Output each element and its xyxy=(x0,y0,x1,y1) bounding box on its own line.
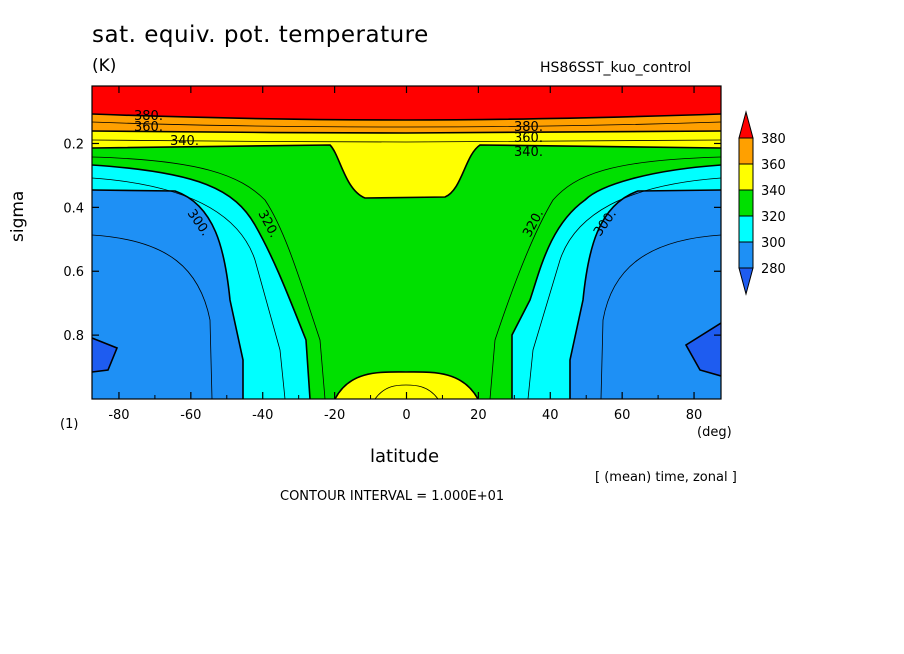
contour-label: 340. xyxy=(514,145,543,160)
colorbar-level-label: 340 xyxy=(761,184,786,199)
x-tick-label: 80 xyxy=(686,408,703,423)
colorbar-segment xyxy=(738,215,754,243)
contour-line-320-right xyxy=(511,164,721,399)
colorbar-extend-bottom xyxy=(738,267,754,296)
x-tick-label: 40 xyxy=(542,408,559,423)
contour-line-280-right xyxy=(684,322,721,377)
fill-340-360-bottom xyxy=(335,371,478,399)
mean-note: [ (mean) time, zonal ] xyxy=(595,470,737,485)
x-tick-label: -20 xyxy=(324,408,345,423)
scale-note: (1) xyxy=(60,417,79,432)
contour-line-380 xyxy=(92,113,721,121)
chart-units: (K) xyxy=(92,56,117,76)
colorbar-extend-top xyxy=(738,110,754,139)
contour-line-300-left xyxy=(92,189,244,399)
y-tick-label: 0.2 xyxy=(63,137,84,152)
contour-lines xyxy=(92,113,721,399)
contour-label: 360. xyxy=(134,120,163,135)
contour-line-290-right xyxy=(600,234,721,399)
run-name: HS86SST_kuo_control xyxy=(540,60,692,76)
x-tick-label: 20 xyxy=(470,408,487,423)
contour-line-310-left xyxy=(92,177,286,399)
contour-line-330 xyxy=(92,156,721,399)
colorbar-level-label: 300 xyxy=(761,236,786,251)
contour-interval: CONTOUR INTERVAL = 1.000E+01 xyxy=(280,489,505,504)
fill-320-340 xyxy=(92,86,721,399)
colorbar-level-label: 320 xyxy=(761,210,786,225)
colorbar-segment xyxy=(738,163,754,191)
contour-line-340 xyxy=(92,144,721,199)
contour-line-350 xyxy=(92,139,721,143)
contour-line-370 xyxy=(92,121,721,128)
fill-below-280-right xyxy=(686,323,721,376)
colorbar-segment xyxy=(738,241,754,269)
y-tick-label: 0.8 xyxy=(63,329,84,344)
colorbar-level-label: 360 xyxy=(761,158,786,173)
contour-line-290-left xyxy=(92,234,213,399)
x-axis-label: latitude xyxy=(370,446,440,467)
x-tick-label: -60 xyxy=(180,408,201,423)
x-tick-label: -80 xyxy=(108,408,129,423)
x-tick-label: 0 xyxy=(402,408,410,423)
contour-label: 380. xyxy=(134,109,163,124)
fill-below-280-left xyxy=(92,338,117,372)
contour-line-280-left xyxy=(92,337,119,373)
colorbar-level-label: 380 xyxy=(761,132,786,147)
x-axis-ticks: -80 -60 -40 -20 0 20 40 60 80 xyxy=(108,86,702,423)
x-axis-units: (deg) xyxy=(697,425,732,440)
contour-label: 380. xyxy=(514,120,543,135)
contour-line-360 xyxy=(92,130,721,134)
colorbar-segment xyxy=(738,189,754,217)
fill-280-300-right xyxy=(570,190,721,399)
colorbar-segment xyxy=(738,137,754,165)
colorbar-level-label: 280 xyxy=(761,262,786,277)
contour-line-350-bottom xyxy=(374,384,439,399)
x-tick-label: 60 xyxy=(614,408,631,423)
contour-line-300-right xyxy=(569,189,721,399)
contour-line-320-left xyxy=(92,164,311,399)
contour-label: 340. xyxy=(170,134,199,149)
contour-label: 360. xyxy=(514,131,543,146)
y-axis-ticks: 0.2 0.4 0.6 0.8 xyxy=(63,137,721,344)
colorbar: 380 360 340 320 300 280 xyxy=(738,110,786,296)
y-tick-label: 0.6 xyxy=(63,265,84,280)
fill-280-300-left xyxy=(92,190,243,399)
contour-line-340-bottom xyxy=(334,371,479,399)
fill-above-380 xyxy=(92,86,721,120)
chart-title: sat. equiv. pot. temperature xyxy=(92,22,429,48)
contour-line-310-right xyxy=(527,177,721,399)
y-tick-label: 0.4 xyxy=(63,201,84,216)
x-tick-label: -40 xyxy=(252,408,273,423)
